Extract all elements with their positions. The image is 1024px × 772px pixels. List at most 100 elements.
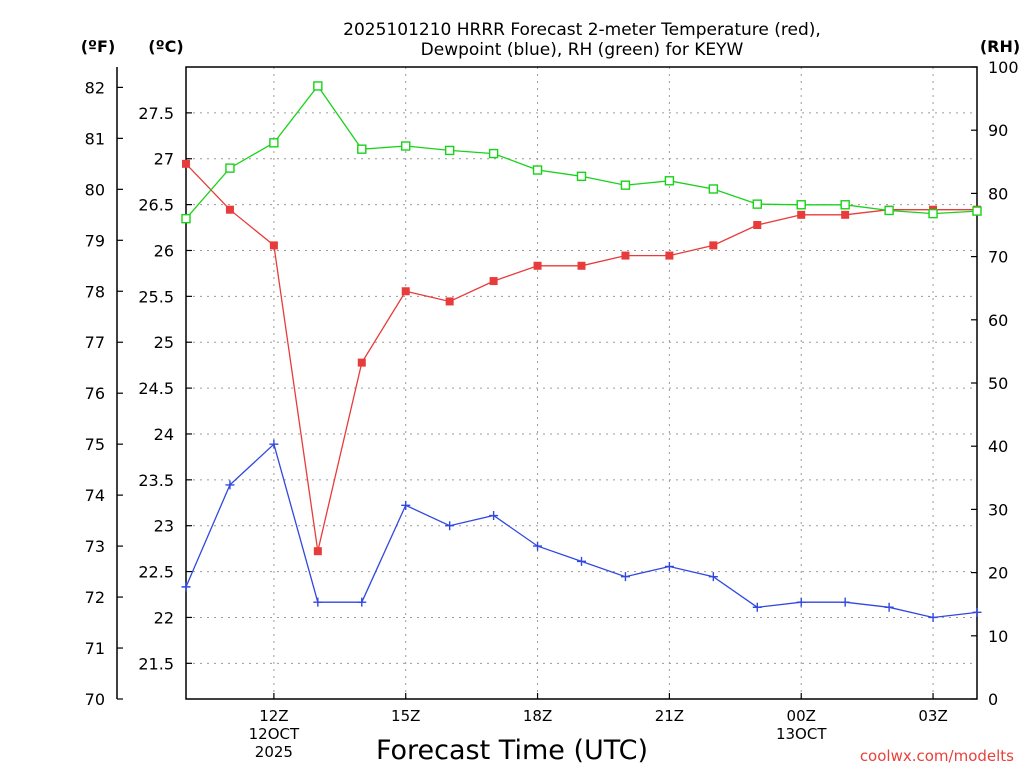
c-tick-label-0: 21.5 [138, 654, 174, 673]
dewpoint-point-8 [533, 541, 543, 551]
c-tick-label-1: 22 [154, 608, 174, 627]
dewpoint-point-4 [357, 597, 367, 607]
rh-point-13 [752, 199, 762, 209]
temperature-point-9 [577, 261, 586, 270]
chart-title: 2025101210 HRRR Forecast 2-meter Tempera… [343, 20, 821, 60]
rh-tick-label-6: 60 [988, 311, 1008, 330]
chart-title-line-2: Dewpoint (blue), RH (green) for KEYW [421, 40, 744, 60]
rh-point-18 [972, 206, 982, 216]
fahrenheit-axis: 70 71 72 73 74 75 76 77 78 79 80 81 82 [85, 78, 123, 709]
f-tick-label-0: 70 [85, 690, 105, 709]
temperature-point-4 [357, 358, 366, 367]
c-tick-label-7: 25 [154, 333, 174, 352]
x-tick-label-3-0: 21Z [655, 707, 684, 725]
rh-point-16 [884, 205, 894, 216]
rh-tick-label-2: 20 [988, 564, 1008, 583]
rh-tick-label-10: 100 [988, 58, 1019, 77]
f-tick-label-1: 71 [85, 639, 105, 658]
x-tick-label-0-2: 2025 [255, 743, 293, 761]
temperature-series [182, 159, 981, 556]
rh-point-0 [181, 213, 191, 224]
c-tick-label-4: 23.5 [138, 471, 174, 490]
f-tick-label-9: 79 [85, 231, 105, 250]
rh-unit-label: (RH) [980, 37, 1020, 56]
temperature-point-14 [797, 210, 806, 219]
rh-point-14 [796, 200, 806, 210]
temperature-point-15 [841, 210, 850, 219]
dewpoint-series [181, 439, 982, 622]
rh-point-4 [357, 144, 367, 154]
rh-tick-label-0: 0 [988, 690, 998, 709]
temperature-point-2 [269, 241, 278, 250]
rh-point-2 [269, 138, 279, 148]
c-tick-label-9: 26 [154, 241, 174, 260]
rh-tick-label-1: 10 [988, 627, 1008, 646]
rh-point-10 [620, 180, 631, 190]
dewpoint-point-16 [884, 602, 894, 612]
c-tick-label-3: 23 [154, 517, 174, 536]
f-tick-label-8: 78 [85, 282, 105, 301]
rh-point-15 [840, 200, 850, 210]
x-axis-label: Forecast Time (UTC) [376, 735, 648, 766]
c-tick-label-11: 27 [154, 150, 174, 169]
f-tick-label-2: 72 [85, 588, 105, 607]
temperature-point-8 [533, 261, 542, 270]
temperature-point-11 [665, 251, 674, 260]
f-tick-label-6: 76 [85, 384, 105, 403]
rh-tick-label-8: 80 [988, 184, 1008, 203]
dewpoint-point-5 [401, 500, 411, 510]
x-tick-label-4-0: 00Z [787, 707, 816, 725]
c-tick-label-6: 24.5 [138, 379, 174, 398]
temperature-point-7 [489, 277, 498, 286]
temperature-point-3 [313, 547, 322, 556]
f-tick-label-5: 75 [85, 435, 105, 454]
rh-tick-label-3: 30 [988, 500, 1008, 519]
rh-point-11 [664, 176, 675, 186]
temperature-point-5 [401, 287, 410, 296]
x-tick-label-1-0: 15Z [391, 707, 420, 725]
temperature-point-1 [225, 205, 234, 214]
temperature-point-13 [753, 221, 762, 229]
c-tick-label-10: 26.5 [138, 196, 174, 215]
dewpoint-point-7 [489, 511, 499, 521]
rh-point-9 [576, 171, 587, 182]
rh-tick-label-5: 50 [988, 374, 1008, 393]
dewpoint-point-3 [313, 597, 323, 607]
dewpoint-point-18 [972, 607, 982, 617]
c-tick-label-12: 27.5 [138, 104, 174, 123]
rh-axis: 0 10 20 30 40 50 60 70 80 90 100 [971, 58, 1019, 709]
data-series [181, 81, 982, 622]
rh-point-1 [225, 163, 235, 173]
x-tick-label-0-1: 12OCT [249, 725, 300, 743]
x-tick-label-4-1: 13OCT [776, 725, 827, 743]
temperature-point-6 [445, 297, 454, 306]
temperature-point-10 [621, 251, 630, 260]
rh-point-3 [313, 81, 323, 91]
f-tick-label-4: 74 [85, 486, 105, 505]
c-tick-label-5: 24 [154, 425, 174, 444]
x-tick-label-0-0: 12Z [259, 707, 288, 725]
x-tick-label-5-0: 03Z [918, 707, 947, 725]
celsius-axis: 21.5 22 22.5 23 23.5 24 24.5 25 25.5 26 26.5 27 27.5 [138, 104, 192, 673]
rh-series [181, 81, 982, 224]
dewpoint-point-11 [664, 561, 674, 571]
f-tick-label-7: 77 [85, 333, 105, 352]
dewpoint-point-10 [620, 572, 630, 582]
f-tick-label-10: 80 [85, 180, 105, 199]
dewpoint-line [185, 442, 978, 619]
grid [186, 67, 977, 699]
rh-tick-label-7: 70 [988, 248, 1008, 267]
x-tick-label-2-0: 18Z [523, 707, 552, 725]
f-tick-label-11: 81 [85, 129, 105, 148]
f-tick-label-3: 73 [85, 537, 105, 556]
rh-tick-label-4: 40 [988, 437, 1008, 456]
credit-link[interactable]: coolwx.com/modelts [860, 747, 1014, 765]
rh-point-7 [488, 148, 499, 159]
rh-point-5 [401, 141, 411, 151]
dewpoint-point-13 [752, 602, 762, 612]
dewpoint-point-9 [577, 556, 586, 566]
rh-point-17 [928, 208, 938, 219]
